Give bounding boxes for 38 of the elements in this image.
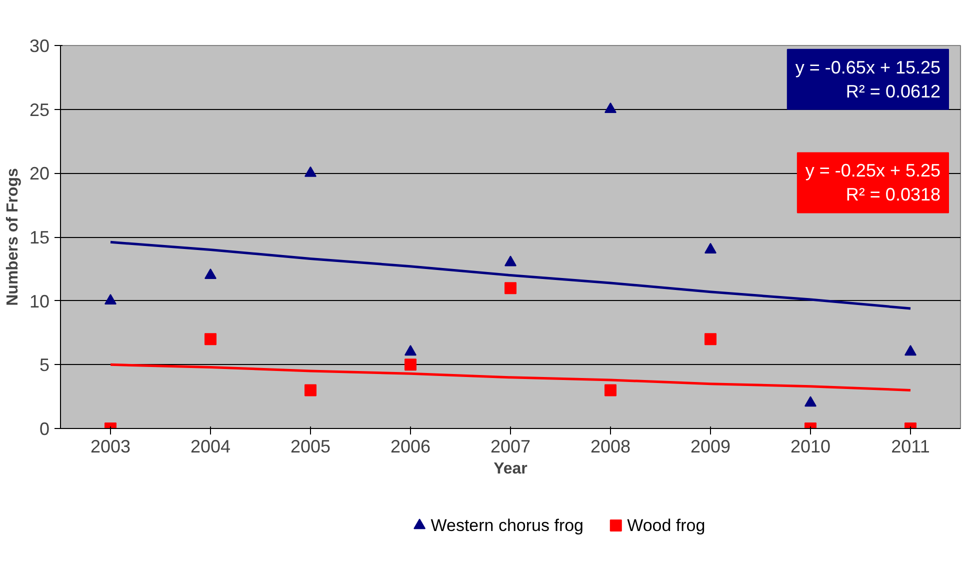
y-tick-label: 5 — [39, 355, 50, 376]
x-tick-label: 2009 — [690, 436, 731, 456]
point — [404, 345, 416, 356]
y-tick-label: 10 — [29, 291, 50, 312]
y-tick-label: 25 — [29, 100, 50, 120]
legend-label: Western chorus frog — [430, 516, 584, 535]
y-tick-label: 15 — [29, 228, 50, 248]
x-tick-label: 2008 — [590, 436, 631, 456]
legend-label: Wood frog — [627, 516, 706, 535]
point — [304, 384, 316, 396]
x-tick-label: 2004 — [190, 436, 231, 456]
line-series — [109, 240, 912, 310]
point — [604, 384, 616, 396]
point — [804, 396, 816, 407]
point — [104, 294, 116, 305]
point — [304, 166, 316, 177]
annotation: y = -0.65x + 15.25 R² = 0.0612 — [795, 57, 941, 102]
point — [204, 268, 216, 279]
x-tick-label: 2003 — [90, 436, 131, 456]
point — [704, 242, 716, 254]
point — [504, 282, 516, 294]
x-tick-label: 2005 — [290, 436, 331, 456]
point — [404, 358, 416, 371]
y-tick-label: 20 — [29, 164, 50, 184]
x-axis-title: Year — [494, 460, 528, 478]
point — [204, 333, 216, 346]
point — [504, 256, 516, 266]
y-tick-label: 0 — [39, 419, 50, 439]
x-tick-label: 2011 — [891, 436, 930, 456]
annotation: y = -0.25x + 5.25 R² = 0.0318 — [805, 160, 941, 205]
point — [604, 102, 616, 114]
x-tick-label: 2006 — [390, 436, 431, 456]
y-tick-label: 30 — [29, 36, 50, 56]
point — [704, 333, 716, 346]
x-tick-label: 2007 — [490, 436, 531, 456]
point — [904, 345, 916, 356]
x-tick-label: 2010 — [790, 436, 831, 456]
y-axis-title: Numbers of Frogs — [4, 168, 22, 306]
